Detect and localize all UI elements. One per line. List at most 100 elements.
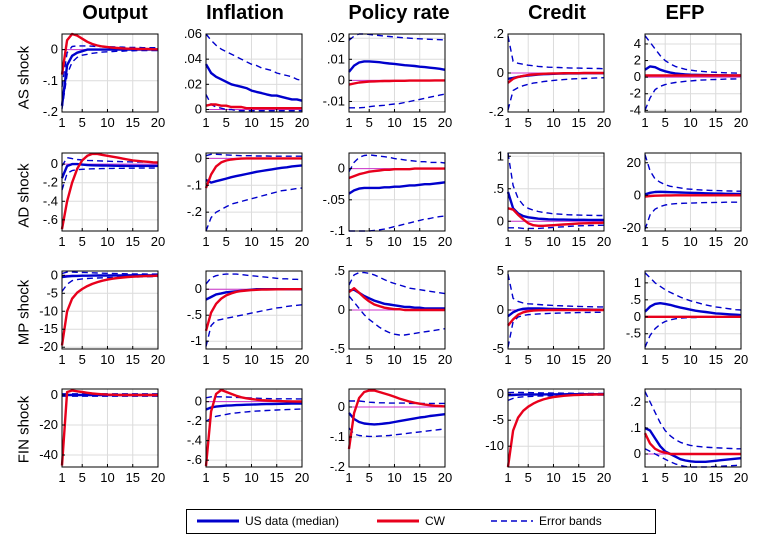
y-tick-label: -5	[46, 285, 58, 300]
x-tick-label: 15	[413, 352, 427, 367]
y-tick-label: 0	[497, 65, 504, 80]
error-band-lower-line	[349, 215, 446, 232]
axes-frame	[348, 152, 446, 232]
column-title-efp: EFP	[665, 2, 705, 24]
y-tick-label: 0	[51, 42, 58, 57]
cw-line	[507, 308, 604, 327]
subplot-ad-shock-policy-rate: 1 5 10 15 20 0 -.05 -.1	[323, 152, 452, 249]
axes-frame	[205, 152, 303, 232]
error-band-upper-line	[348, 33, 446, 41]
y-tick-label: -5	[492, 341, 504, 356]
cw-line	[60, 32, 158, 75]
x-tick-label: 5	[525, 115, 532, 130]
us-median-line	[348, 181, 446, 195]
x-tick-label: 10	[546, 115, 560, 130]
y-tick-label: -.6	[43, 212, 58, 227]
x-tick-label: 20	[597, 115, 611, 130]
x-tick-label: 20	[597, 234, 611, 249]
y-tick-label: 0	[634, 309, 641, 324]
y-tick-label: 0	[51, 387, 58, 402]
x-tick-label: 5	[366, 115, 373, 130]
y-tick-label: 0	[497, 386, 504, 401]
x-tick-label: 20	[295, 115, 309, 130]
x-tick-label: 10	[683, 352, 697, 367]
x-tick-label: 1	[641, 470, 648, 485]
x-tick-label: 10	[387, 234, 401, 249]
x-tick-label: 10	[100, 234, 114, 249]
legend-label-us: US data (median)	[245, 514, 340, 528]
error-band-lower-line	[349, 93, 446, 109]
x-tick-label: 10	[100, 115, 114, 130]
y-tick-label: -1	[190, 333, 202, 348]
cw-line	[204, 288, 302, 332]
x-tick-label: 5	[662, 234, 669, 249]
y-tick-label: .01	[327, 51, 345, 66]
y-tick-label: 0	[634, 446, 641, 461]
us-median-line	[644, 302, 742, 317]
error-band-upper-line	[507, 273, 605, 308]
subplot-mp-shock-inflation: 1 5 10 15 20 0 -.5 -1	[187, 270, 309, 367]
y-tick-label: -20	[39, 417, 58, 432]
x-tick-label: 1	[641, 115, 648, 130]
x-tick-label: 10	[244, 234, 258, 249]
y-tick-label: -20	[39, 339, 58, 354]
cw-line	[60, 152, 159, 230]
x-tick-label: 20	[151, 115, 165, 130]
error-band-lower-line	[644, 201, 742, 230]
axes-frame	[348, 388, 446, 468]
y-tick-label: 2	[634, 53, 641, 68]
axes-frame	[205, 33, 303, 113]
us-median-line	[644, 190, 741, 196]
error-band-upper-line	[205, 153, 302, 157]
x-tick-label: 20	[151, 234, 165, 249]
y-tick-label: -.4	[43, 193, 58, 208]
y-tick-label: -40	[39, 447, 58, 462]
x-tick-label: 5	[79, 234, 86, 249]
x-tick-label: 1	[58, 470, 65, 485]
x-tick-label: 1	[58, 352, 65, 367]
y-tick-label: -.5	[187, 307, 202, 322]
y-tick-label: .04	[184, 51, 202, 66]
axes-frame	[205, 270, 303, 350]
axes-frame	[61, 33, 159, 113]
error-band-upper-line	[507, 35, 605, 70]
error-band-lower-line	[644, 78, 742, 111]
x-tick-label: 20	[597, 470, 611, 485]
x-tick-label: 10	[387, 115, 401, 130]
us-median-line	[205, 402, 302, 411]
y-tick-label: .5	[630, 292, 641, 307]
axes-frame	[507, 152, 605, 232]
x-tick-label: 15	[413, 234, 427, 249]
x-tick-label: 5	[223, 115, 230, 130]
x-tick-label: 1	[345, 115, 352, 130]
x-tick-label: 10	[546, 470, 560, 485]
y-tick-label: .2	[493, 26, 504, 41]
y-tick-label: -.1	[330, 429, 345, 444]
error-band-lower-line	[61, 167, 158, 191]
y-tick-label: 1	[634, 275, 641, 290]
x-tick-label: 15	[709, 352, 723, 367]
cw-line	[348, 167, 445, 180]
x-tick-label: 20	[438, 234, 452, 249]
us-median-line	[204, 63, 303, 102]
x-tick-label: 15	[709, 234, 723, 249]
subplot-fin-shock-output: 1 5 10 15 20 0 -20 -40	[39, 387, 165, 485]
us-median-line	[506, 191, 604, 222]
x-tick-label: 10	[244, 352, 258, 367]
x-tick-label: 1	[345, 234, 352, 249]
error-band-lower-line	[205, 304, 303, 347]
y-tick-label: -.6	[187, 452, 202, 467]
x-tick-label: 20	[438, 470, 452, 485]
y-tick-label: .02	[184, 76, 202, 91]
y-tick-label: 0	[497, 213, 504, 228]
subplot-mp-shock-output: 1 5 10 15 20 0 -5 -10 -15 -20	[39, 267, 165, 367]
y-tick-label: -2	[629, 86, 641, 101]
y-tick-label: 0	[338, 399, 345, 414]
subplot-ad-shock-inflation: 1 5 10 15 20 0 -.1 -.2	[187, 150, 309, 249]
y-tick-label: 0	[497, 302, 504, 317]
y-tick-label: -.4	[187, 433, 202, 448]
x-tick-label: 20	[151, 352, 165, 367]
x-tick-label: 1	[641, 234, 648, 249]
y-tick-label: -.05	[323, 192, 345, 207]
x-tick-label: 15	[270, 115, 284, 130]
